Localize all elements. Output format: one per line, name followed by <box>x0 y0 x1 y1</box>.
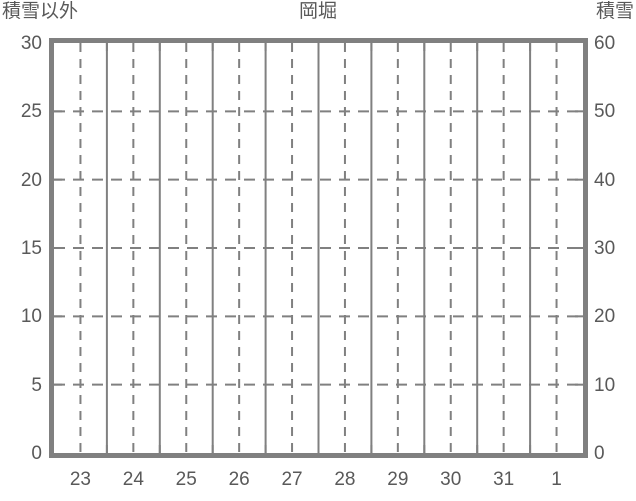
x-tick-label: 28 <box>334 469 356 490</box>
x-tick-label: 1 <box>551 469 562 490</box>
left-y-tick-label: 25 <box>20 101 42 123</box>
right-y-tick-label: 60 <box>594 33 616 54</box>
gridlines-svg <box>54 43 583 453</box>
x-tick-label: 26 <box>228 469 250 490</box>
left-y-tick-label: 5 <box>31 374 42 396</box>
left-y-tick-label: 20 <box>20 169 42 191</box>
right-y-tick-label: 40 <box>594 169 616 191</box>
left-y-tick-label: 0 <box>31 443 42 464</box>
x-tick-label: 27 <box>281 469 303 490</box>
plot-gridlines <box>54 43 583 453</box>
right-axis-unit-label: 積雪 <box>595 1 634 22</box>
chart-title: 岡堀 <box>298 1 337 22</box>
left-y-tick-label: 10 <box>20 306 42 328</box>
x-tick-label: 31 <box>493 469 515 490</box>
right-y-tick-label: 10 <box>594 374 616 396</box>
x-tick-label: 30 <box>440 469 462 490</box>
left-y-tick-label: 30 <box>20 33 42 54</box>
left-y-tick-label: 15 <box>20 238 42 259</box>
right-y-tick-label: 20 <box>594 306 616 328</box>
plot-area <box>49 38 588 458</box>
right-y-tick-label: 0 <box>594 443 605 464</box>
x-tick-label: 24 <box>122 469 144 490</box>
x-tick-label: 25 <box>175 469 197 490</box>
x-tick-label: 29 <box>387 469 409 490</box>
right-y-tick-label: 50 <box>594 101 616 123</box>
x-tick-label: 23 <box>69 469 91 490</box>
right-y-tick-label: 30 <box>594 238 616 259</box>
left-axis-unit-label: 積雪以外 <box>2 1 79 22</box>
